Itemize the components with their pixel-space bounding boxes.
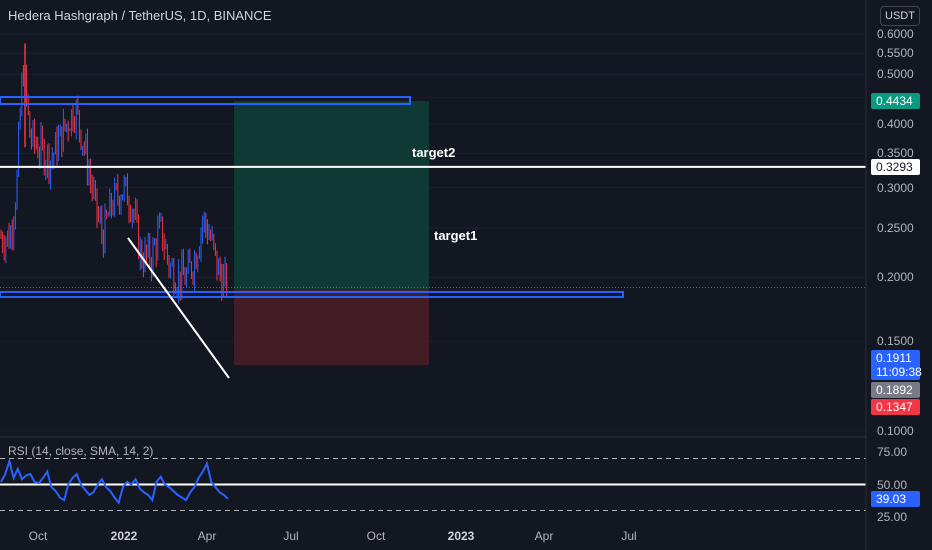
time-axis-tick: 2023 [447,529,475,543]
price-axis-tick: 0.4000 [877,116,914,131]
time-axis-tick: Apr [197,529,217,543]
price-axis-tick: 0.3500 [877,146,914,161]
chart-title: Hedera Hashgraph / TetherUS, 1D, BINANCE [8,8,272,23]
support-zone[interactable] [0,290,624,298]
countdown-label: 11:09:38 [876,365,922,379]
time-axis-tick: Oct [366,529,386,543]
downtrend-line[interactable] [127,237,230,379]
price-axis-tick: 0.2500 [877,220,914,235]
target1-label: target1 [434,228,478,243]
candles-group [0,43,228,304]
time-axis-tick: Jul [283,529,299,543]
price-axis-tick: 0.5500 [877,46,914,61]
time-axis-tick: Oct [28,529,48,543]
price-axis-tick: 0.5000 [877,67,914,82]
price-label: 0.1892 [871,382,920,398]
price-axis-tick: 0.3000 [877,180,914,195]
time-axis-tick: Jul [621,529,637,543]
price-axis-tick: 0.1000 [877,424,914,438]
rsi-line [0,457,229,505]
price-axis-tick: 0.2000 [877,270,914,285]
time-axis-tick: 2022 [110,529,138,543]
profit-zone [234,101,429,290]
time-axis-tick: Apr [534,529,554,543]
rsi-title: RSI (14, close, SMA, 14, 2) [8,444,154,458]
target2-label: target2 [412,145,456,160]
rsi-axis-tick: 75.00 [877,445,908,459]
price-axis-tick: 0.1500 [877,334,914,349]
price-label: 0.1347 [871,399,920,415]
target2-zone[interactable] [0,96,411,106]
price-axis-tick: 0.6000 [877,27,914,41]
price-label: 0.1911 11:09:38 [871,350,922,380]
rsi-axis-tick: 50.00 [877,477,908,492]
price-label: 0.4434 [871,93,920,109]
rsi-axis-tick: 25.00 [877,510,908,524]
price-grid [0,33,866,432]
price-label: 0.3293 [871,158,920,175]
currency-button[interactable]: USDT [880,6,920,26]
loss-zone [234,289,429,365]
rsi-value-label: 39.03 [871,490,920,507]
